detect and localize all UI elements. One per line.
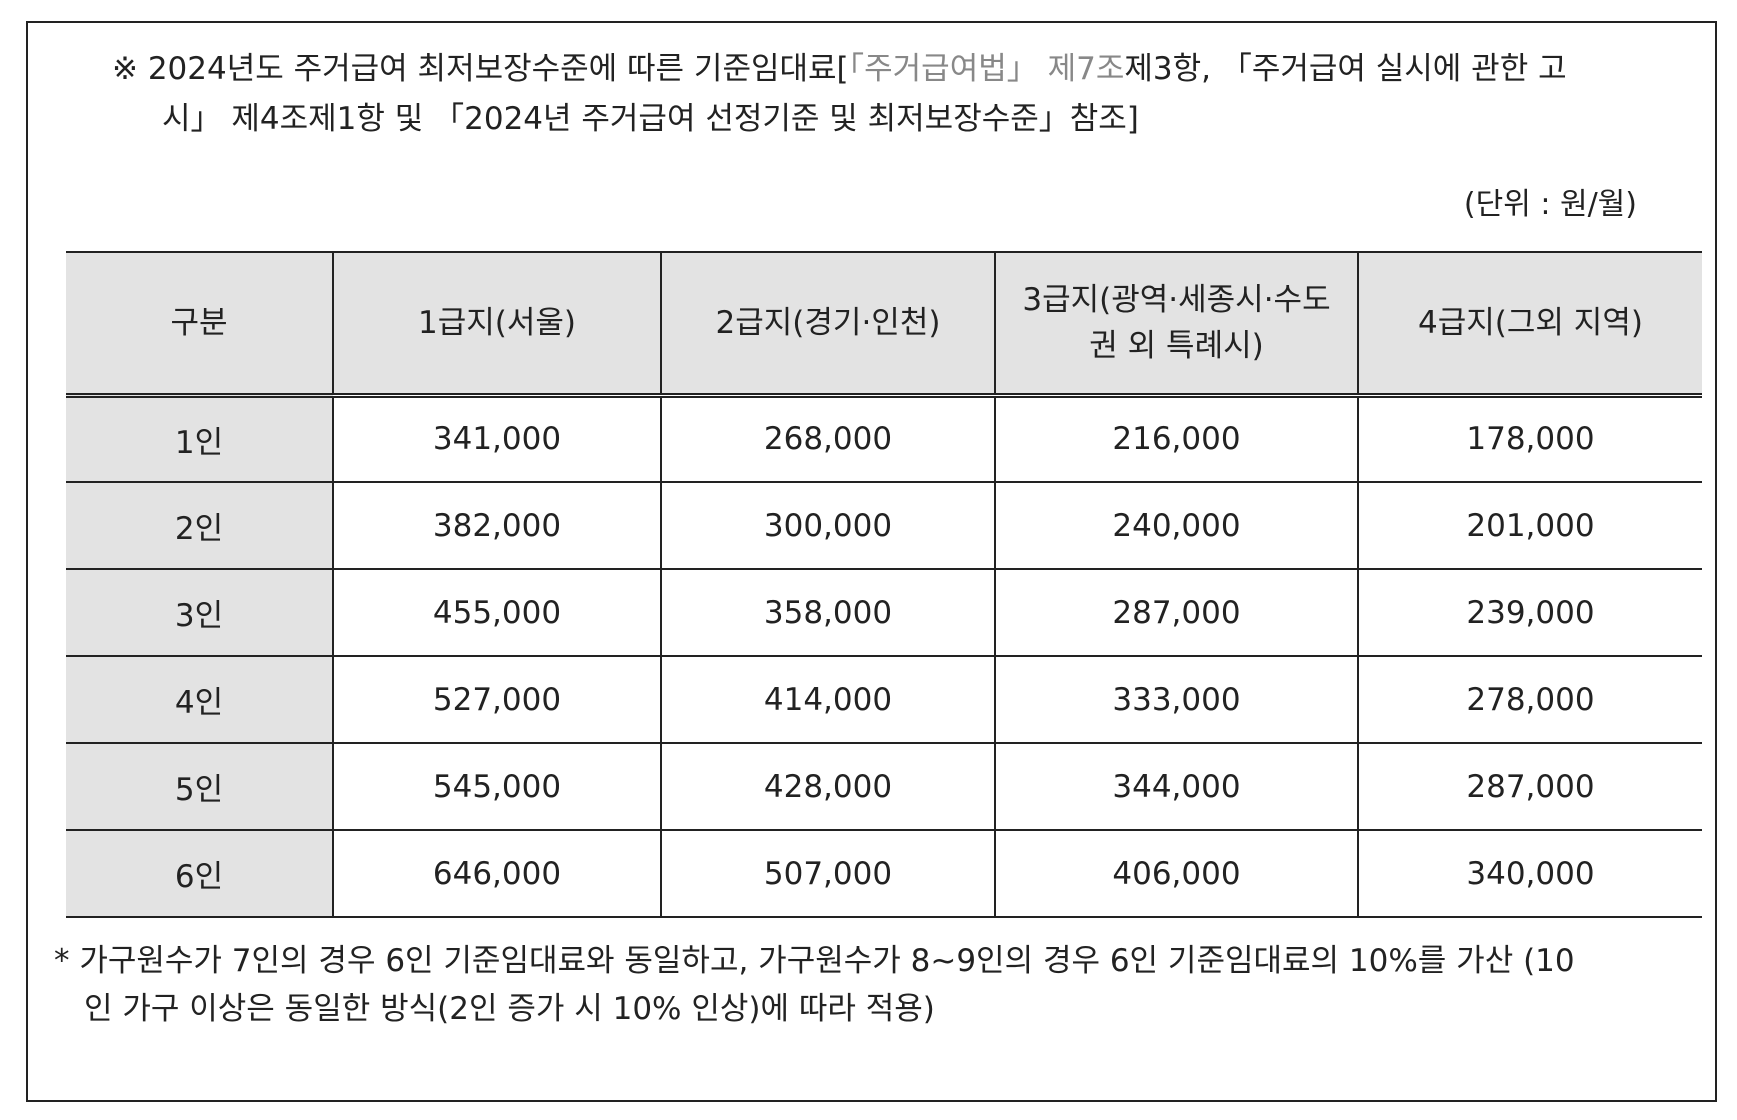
table-row: 2인 382,000 300,000 240,000 201,000: [66, 482, 1702, 570]
cell-tier-3: 333,000: [994, 656, 1358, 744]
table-row: 3인 455,000 358,000 287,000 239,000: [66, 569, 1702, 657]
cell-tier-1: 545,000: [332, 743, 661, 831]
header-tier-1: 1급지(서울): [332, 251, 661, 398]
table-row: 1인 341,000 268,000 216,000 178,000: [66, 395, 1702, 483]
row-label: 2인: [66, 482, 333, 570]
footnote-line-1: * 가구원수가 7인의 경우 6인 기준임대료와 동일하고, 가구원수가 8~9…: [54, 943, 1575, 979]
cell-tier-4: 239,000: [1357, 569, 1702, 657]
cell-tier-1: 382,000: [332, 482, 661, 570]
cell-tier-1: 341,000: [332, 395, 661, 483]
reference-note-text-cont: 제3항, 「주거급여 실시에 관한 고: [1124, 51, 1567, 87]
cell-tier-3: 287,000: [994, 569, 1358, 657]
unit-label: (단위 : 원/월): [1463, 187, 1637, 222]
header-category: 구분: [66, 251, 333, 398]
reference-note-text: ※ 2024년도 주거급여 최저보장수준에 따른 기준임대료[: [112, 51, 849, 87]
row-label: 4인: [66, 656, 333, 744]
row-label: 3인: [66, 569, 333, 657]
table-row: 4인 527,000 414,000 333,000 278,000: [66, 656, 1702, 744]
cell-tier-1: 527,000: [332, 656, 661, 744]
header-tier-3-line-1: 3급지(광역·세종시·수도: [1022, 281, 1331, 318]
cell-tier-4: 178,000: [1357, 395, 1702, 483]
reference-note-law-name: 「주거급여법」 제7조: [848, 51, 1125, 87]
header-tier-4: 4급지(그외 지역): [1357, 251, 1702, 398]
cell-tier-3: 406,000: [994, 830, 1358, 918]
reference-note-line-2: 시」 제4조제1항 및 「2024년 주거급여 선정기준 및 최저보장수준」참조…: [162, 101, 1139, 137]
cell-tier-2: 358,000: [660, 569, 995, 657]
document-frame: ※ 2024년도 주거급여 최저보장수준에 따른 기준임대료[「주거급여법」 제…: [26, 21, 1717, 1102]
cell-tier-1: 646,000: [332, 830, 661, 918]
cell-tier-3: 240,000: [994, 482, 1358, 570]
cell-tier-4: 340,000: [1357, 830, 1702, 918]
cell-tier-2: 414,000: [660, 656, 995, 744]
cell-tier-4: 287,000: [1357, 743, 1702, 831]
row-label: 6인: [66, 830, 333, 918]
row-label: 1인: [66, 395, 333, 483]
cell-tier-3: 216,000: [994, 395, 1358, 483]
cell-tier-4: 278,000: [1357, 656, 1702, 744]
cell-tier-2: 300,000: [660, 482, 995, 570]
header-tier-3-line-2: 권 외 특례시): [1089, 327, 1264, 364]
table-row: 5인 545,000 428,000 344,000 287,000: [66, 743, 1702, 831]
header-tier-2: 2급지(경기·인천): [660, 251, 995, 398]
header-tier-3: 3급지(광역·세종시·수도 권 외 특례시): [994, 251, 1358, 398]
cell-tier-2: 428,000: [660, 743, 995, 831]
cell-tier-1: 455,000: [332, 569, 661, 657]
cell-tier-4: 201,000: [1357, 482, 1702, 570]
table-header-row: 구분 1급지(서울) 2급지(경기·인천) 3급지(광역·세종시·수도 권 외 …: [66, 251, 1702, 398]
row-label: 5인: [66, 743, 333, 831]
table-row: 6인 646,000 507,000 406,000 340,000: [66, 830, 1702, 918]
rent-table: 구분 1급지(서울) 2급지(경기·인천) 3급지(광역·세종시·수도 권 외 …: [66, 251, 1702, 918]
cell-tier-3: 344,000: [994, 743, 1358, 831]
footnote-line-2: 인 가구 이상은 동일한 방식(2인 증가 시 10% 인상)에 따라 적용): [84, 991, 935, 1027]
reference-note-line-1: ※ 2024년도 주거급여 최저보장수준에 따른 기준임대료[「주거급여법」 제…: [112, 49, 1567, 89]
cell-tier-2: 268,000: [660, 395, 995, 483]
cell-tier-2: 507,000: [660, 830, 995, 918]
